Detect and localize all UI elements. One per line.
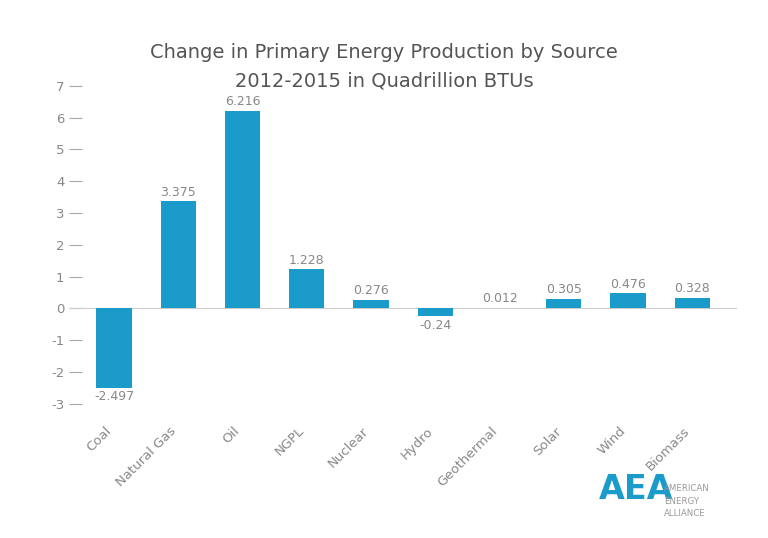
Bar [97,308,132,388]
Text: 0.012: 0.012 [482,293,518,306]
Text: 6.216: 6.216 [225,95,260,108]
Bar [290,270,325,308]
Bar [611,293,646,308]
Bar [674,298,710,308]
Text: 0.328: 0.328 [674,282,710,295]
Bar [161,201,196,308]
Bar [225,111,260,308]
Bar [546,299,581,308]
Text: 0.305: 0.305 [546,283,581,296]
Text: Change in Primary Energy Production by Source
2012-2015 in Quadrillion BTUs: Change in Primary Energy Production by S… [150,43,618,90]
Text: AEA: AEA [599,473,674,506]
Text: 0.276: 0.276 [353,284,389,297]
Text: AMERICAN
ENERGY
ALLIANCE: AMERICAN ENERGY ALLIANCE [664,484,710,518]
Bar [418,308,453,316]
Text: -2.497: -2.497 [94,390,134,404]
Text: 1.228: 1.228 [289,254,325,267]
Text: 3.375: 3.375 [161,186,196,199]
Bar [353,300,389,308]
Text: 0.476: 0.476 [611,278,646,291]
Text: -0.24: -0.24 [419,318,452,331]
